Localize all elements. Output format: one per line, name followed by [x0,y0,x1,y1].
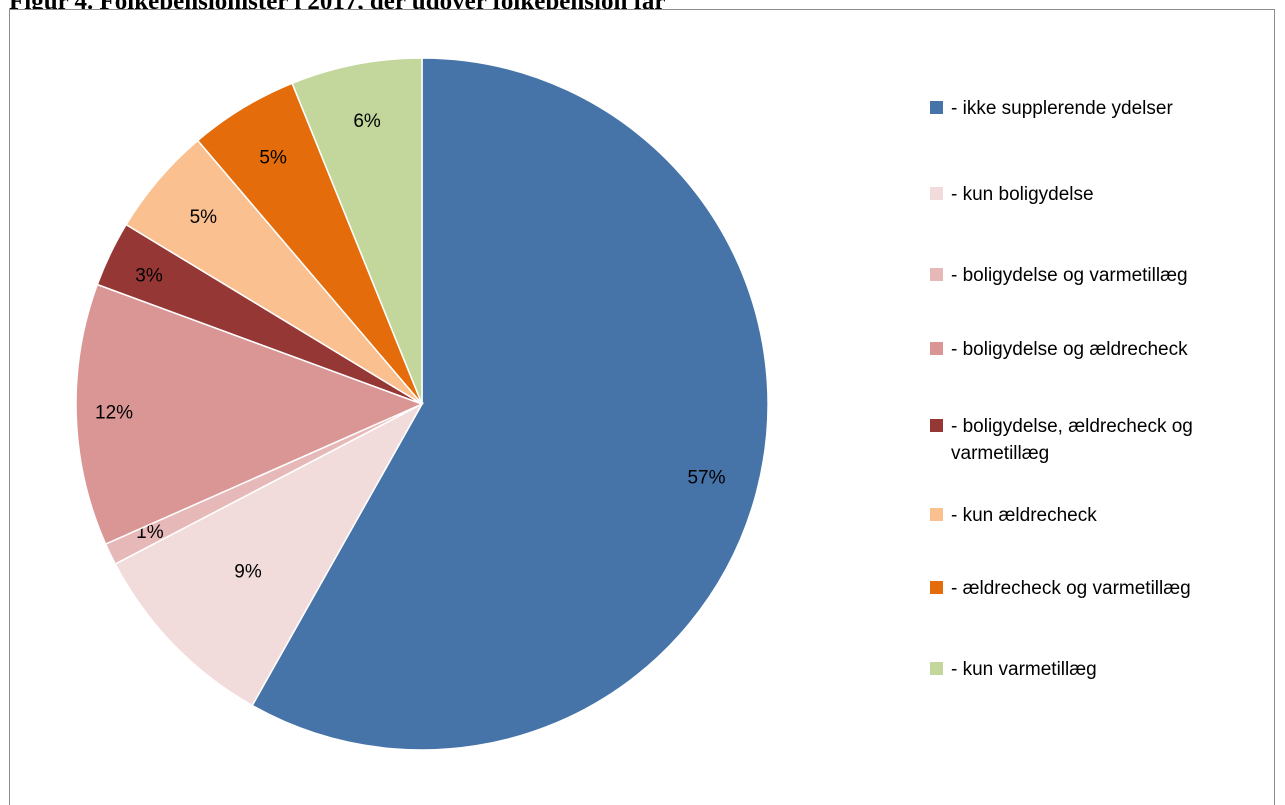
legend-label: - ikke supplerende ydelser [951,98,1173,119]
legend-item: - ikke supplerende ydelser [930,95,1270,122]
legend-swatch [930,187,943,200]
pie-slice [251,57,769,751]
legend-item: - boligydelse, ældrecheck og varmetillæg [930,413,1270,467]
legend-swatch [930,581,943,594]
slice-data-label: 3% [135,265,163,286]
legend-label: - boligydelse og ældrecheck [951,339,1188,360]
slice-data-label: 57% [687,468,725,489]
legend-label: - kun ældrecheck [951,505,1097,526]
slice-data-label: 5% [259,147,287,168]
slice-data-label: 6% [353,111,381,132]
legend-item: - ældrecheck og varmetillæg [930,575,1270,602]
legend-swatch [930,268,943,281]
legend-label: - boligydelse og varmetillæg [951,265,1188,286]
legend-label: - kun boligydelse [951,184,1094,205]
legend-swatch [930,342,943,355]
slice-data-label: 9% [234,562,262,583]
legend-swatch [930,662,943,675]
legend-label: - boligydelse, ældrecheck og varmetillæg [951,416,1193,464]
legend-item: - kun ældrecheck [930,502,1270,529]
legend-label: - kun varmetillæg [951,659,1097,680]
pie-slice [291,57,423,405]
pie-slice [75,283,424,546]
legend-label: - ældrecheck og varmetillæg [951,578,1191,599]
legend-item: - boligydelse og varmetillæg [930,262,1270,289]
pie-slice [114,402,424,707]
legend-swatch [930,508,943,521]
legend-swatch [930,419,943,432]
legend-item: - kun varmetillæg [930,656,1270,683]
legend-item: - kun boligydelse [930,181,1270,208]
slice-data-label: 12% [95,402,133,423]
legend-swatch [930,101,943,114]
legend-item: - boligydelse og ældrecheck [930,336,1270,363]
slice-data-label: 5% [190,207,218,228]
